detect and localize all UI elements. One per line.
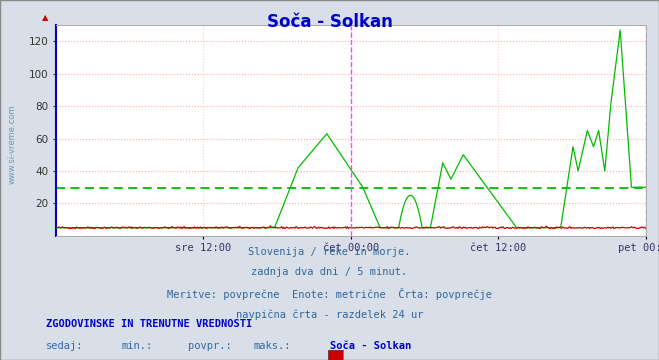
Text: www.si-vreme.com: www.si-vreme.com: [7, 104, 16, 184]
Text: navpična črta - razdelek 24 ur: navpična črta - razdelek 24 ur: [236, 309, 423, 320]
Text: sedaj:: sedaj:: [46, 341, 84, 351]
Text: Soča - Solkan: Soča - Solkan: [330, 341, 411, 351]
Text: Meritve: povprečne  Enote: metrične  Črta: povprečje: Meritve: povprečne Enote: metrične Črta:…: [167, 288, 492, 300]
Text: povpr.:: povpr.:: [188, 341, 231, 351]
Text: Soča - Solkan: Soča - Solkan: [266, 13, 393, 31]
Text: zadnja dva dni / 5 minut.: zadnja dva dni / 5 minut.: [251, 267, 408, 278]
Text: maks.:: maks.:: [254, 341, 291, 351]
Text: min.:: min.:: [122, 341, 153, 351]
Text: Slovenija / reke in morje.: Slovenija / reke in morje.: [248, 247, 411, 257]
Text: ▲: ▲: [42, 13, 48, 22]
Text: ZGODOVINSKE IN TRENUTNE VREDNOSTI: ZGODOVINSKE IN TRENUTNE VREDNOSTI: [46, 319, 252, 329]
